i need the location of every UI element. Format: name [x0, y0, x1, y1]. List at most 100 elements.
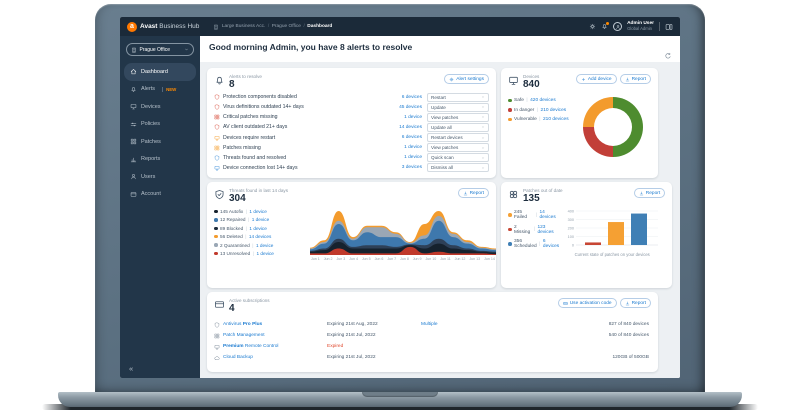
legend-dot — [508, 98, 512, 103]
legend-devices-link[interactable]: 123 devices — [537, 224, 554, 235]
chevron-down-icon — [481, 125, 485, 129]
sidebar-item-account[interactable]: Account — [124, 186, 196, 204]
breadcrumb-item[interactable]: Prague Office — [271, 24, 301, 29]
alert-action-select[interactable]: Update all — [427, 123, 489, 132]
breadcrumb: Large Business Acc. / Prague Office / Dashbo… — [213, 24, 332, 30]
chevron-down-icon — [481, 156, 485, 160]
alert-devices-link[interactable]: 1 device — [404, 145, 422, 151]
patches-card-label: Patches out of date — [523, 188, 563, 193]
subscription-name-link[interactable]: Antivirus Pro Plus — [223, 322, 263, 327]
sidebar-item-patches[interactable]: Patches — [124, 133, 196, 151]
user-menu[interactable]: Admin User Global Admin — [627, 21, 654, 31]
alert-devices-link[interactable]: 6 devices — [401, 94, 422, 100]
alert-devices-link[interactable]: 6 devices — [401, 135, 422, 140]
sidebar-item-label: Users — [141, 173, 156, 180]
threats-legend: 145 Autofix | 1 device 12 Repaired | 1 device… — [214, 207, 310, 262]
breadcrumb-item[interactable]: Large Business Acc. — [221, 24, 266, 29]
subscription-multiple-link[interactable]: Multiple — [421, 322, 438, 327]
alert-action-select[interactable]: Restart devices — [427, 133, 489, 142]
user-role: Global Admin — [627, 25, 652, 31]
x-axis-label: Jun 1 — [311, 256, 320, 261]
notification-dot — [606, 22, 610, 25]
console-switch-icon[interactable] — [665, 23, 673, 31]
patches-report-button[interactable]: Report — [633, 188, 666, 198]
patches-chart-caption: Current state of patches on your devices — [574, 252, 650, 257]
alert-devices-link[interactable]: 1 device — [404, 114, 422, 120]
office-selector[interactable]: Prague Office — [126, 43, 194, 56]
breadcrumb-item[interactable]: Dashboard — [307, 24, 333, 29]
subscriptions-report-button[interactable]: Report — [619, 298, 651, 308]
alert-action-select[interactable]: View patches — [427, 143, 489, 152]
alert-devices-link[interactable]: 45 devices — [399, 104, 422, 110]
legend-row: 2 Missing | 123 devices — [508, 225, 559, 235]
legend-devices-link[interactable]: 1 device — [251, 217, 270, 223]
alert-devices-link[interactable]: 1 device — [404, 155, 422, 161]
alert-action-select[interactable]: Update — [427, 103, 489, 112]
legend-row: 89 Blocked | 1 device — [214, 226, 310, 231]
legend-devices-link[interactable]: 6 devices — [542, 239, 560, 249]
sidebar-item-devices[interactable]: Devices — [124, 98, 196, 116]
chevron-down-icon — [481, 115, 485, 119]
legend-label: 13 Unresolved — [220, 250, 251, 256]
gear-icon — [449, 77, 454, 82]
chevron-down-icon — [481, 95, 485, 99]
shield-icon — [214, 322, 220, 328]
subscriptions-card-label: Active subscriptions — [229, 298, 270, 303]
legend-row: 356 Scheduled | 6 devices — [508, 239, 559, 249]
alert-action-select[interactable]: Restart — [427, 93, 489, 102]
alert-devices-link[interactable]: 3 devices — [401, 165, 422, 171]
legend-label: In danger — [514, 107, 535, 113]
building-icon — [131, 47, 137, 53]
x-axis-label: Jun 9 — [412, 256, 422, 261]
devices-report-button[interactable]: Report — [619, 74, 651, 84]
alert-action-select[interactable]: View patches — [427, 113, 489, 122]
legend-dot — [508, 227, 512, 232]
alert-devices-link[interactable]: 14 devices — [399, 124, 422, 130]
legend-devices-link[interactable]: 1 device — [249, 225, 267, 231]
threats-report-button[interactable]: Report — [457, 188, 489, 198]
legend-devices-link[interactable]: 420 devices — [530, 98, 556, 103]
refresh-icon[interactable] — [664, 52, 672, 60]
legend-devices-link[interactable]: 210 devices — [540, 107, 567, 113]
legend-label: 2 Missing — [514, 224, 531, 235]
alert-settings-button[interactable]: Alert settings — [444, 74, 489, 84]
sidebar-item-alerts[interactable]: Alerts NEW — [124, 81, 196, 99]
use-activation-code-button[interactable]: Use activation code — [557, 298, 617, 308]
subscription-expiry: Expired — [327, 344, 344, 349]
legend-divider: | — [539, 117, 541, 122]
sidebar-item-users[interactable]: Users — [124, 168, 196, 186]
alert-action-select[interactable]: Quick scan — [427, 153, 489, 162]
legend-devices-link[interactable]: 14 devices — [539, 210, 556, 220]
sidebar-collapse-button[interactable]: « — [129, 364, 134, 373]
avatar[interactable] — [613, 22, 623, 31]
alert-action-select[interactable]: Dismiss all — [427, 163, 489, 172]
subscription-name-link[interactable]: Patch Management — [223, 333, 265, 338]
legend-label: 56 Deleted — [220, 234, 243, 240]
subscription-name-link[interactable]: Cloud Backup — [223, 355, 253, 360]
bell-icon — [214, 75, 225, 86]
laptop-base — [58, 392, 742, 407]
gear-icon[interactable] — [589, 23, 596, 30]
avast-logo-icon: a — [127, 21, 137, 32]
sidebar-item-reports[interactable]: Reports — [124, 151, 196, 169]
subscription-name-link[interactable]: Premium Remote Control — [223, 344, 279, 349]
legend-devices-link[interactable]: 14 devices — [248, 234, 272, 240]
sidebar-item-policies[interactable]: Policies — [124, 116, 196, 134]
legend-dot — [508, 117, 512, 122]
threats-card-label: Threats found in last 14 days — [229, 188, 288, 193]
sidebar-item-dashboard[interactable]: Dashboard — [124, 63, 196, 81]
notifications-bell-icon[interactable] — [601, 22, 610, 30]
legend-dot — [214, 209, 218, 214]
legend-devices-link[interactable]: 1 device — [255, 242, 274, 248]
monitor-icon — [214, 135, 220, 141]
sidebar-item-label: Patches — [141, 138, 161, 145]
legend-devices-link[interactable]: 1 device — [256, 250, 274, 256]
legend-dot — [214, 218, 218, 222]
legend-devices-link[interactable]: 1 device — [249, 209, 267, 214]
add-device-button[interactable]: Add device — [575, 74, 617, 84]
alerts-count: 8 — [229, 79, 235, 90]
legend-devices-link[interactable]: 210 devices — [543, 117, 569, 122]
laptop-shadow — [42, 404, 758, 410]
alert-row: Patches missing 1 device View patches — [214, 143, 489, 152]
legend-row: 245 Failed | 14 devices — [508, 210, 559, 220]
